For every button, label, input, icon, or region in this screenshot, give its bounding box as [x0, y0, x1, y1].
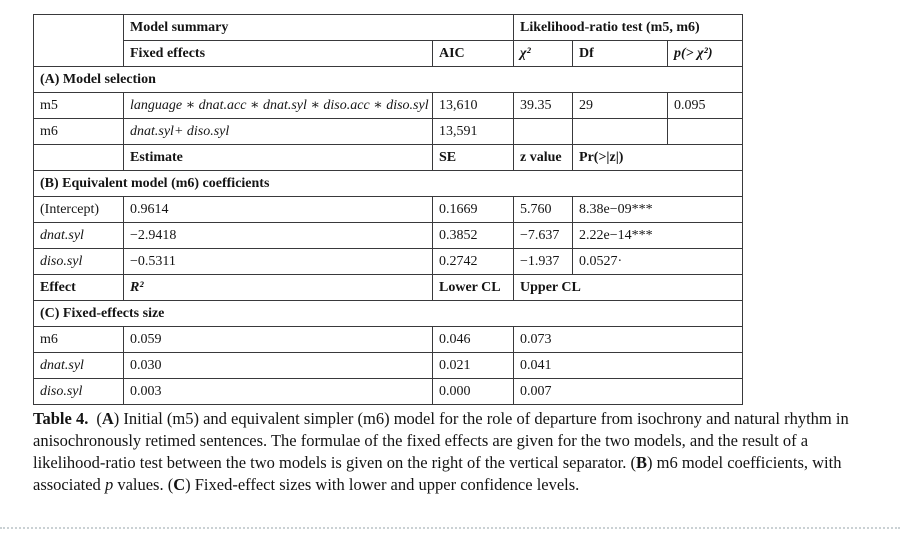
header-fixed-effects: Fixed effects [123, 40, 433, 67]
table-header-row-2: Fixed effects AIC χ² Df p(> χ²) [34, 40, 744, 67]
data-cell-chi2: 39.35 [513, 92, 574, 119]
data-cell-lower-cl: 0.046 [431, 326, 515, 353]
caption-text: ) m6 model coefficients, with associated [33, 453, 842, 494]
table-row: dnat.syl −2.9418 0.3852 −7.637 2.22e−14*… [33, 222, 744, 249]
header-aic: AIC [431, 40, 515, 67]
header-likelihood-ratio-test: Likelihood-ratio test (m5, m6) [513, 14, 744, 41]
data-cell-r2: 0.059 [123, 326, 433, 353]
corner-cell [33, 14, 124, 67]
header-df: Df [572, 40, 669, 67]
data-cell-r2: 0.003 [123, 378, 433, 405]
table-header-row-1: Model summary Likelihood-ratio test (m5,… [33, 14, 744, 67]
table-row: (Intercept) 0.9614 0.1669 5.760 8.38e−09… [33, 196, 744, 223]
table-row: m6 0.059 0.046 0.073 [33, 326, 744, 353]
caption-text: ) Fixed-effect sizes with lower and uppe… [185, 475, 580, 494]
header-model-summary: Model summary [122, 14, 515, 41]
section-divider [0, 527, 900, 529]
results-table: Model summary Likelihood-ratio test (m5,… [32, 14, 744, 405]
header-chi-squared: χ² [513, 40, 574, 67]
corner-cell [33, 144, 124, 171]
table-row: diso.syl 0.003 0.000 0.007 [33, 378, 744, 405]
data-cell-aic: 13,591 [431, 118, 515, 145]
data-cell-z: −1.937 [513, 248, 574, 275]
header-z-value: z value [513, 144, 574, 171]
row-label: m6 [33, 118, 124, 145]
caption-bold-c: C [173, 475, 186, 494]
section-a-title: (A) Model selection [32, 66, 744, 93]
table-row: m6 dnat.syl+ diso.syl 13,591 [33, 118, 744, 145]
data-cell-upper-cl: 0.073 [513, 326, 744, 353]
header-lower-cl: Lower CL [431, 274, 515, 301]
data-cell-p: 8.38e−09*** [572, 196, 744, 223]
section-c-title: (C) Fixed-effects size [32, 300, 744, 327]
row-label: dnat.syl [33, 222, 124, 249]
data-cell-aic: 13,610 [431, 92, 515, 119]
row-label: diso.syl [33, 248, 124, 275]
data-cell-z: 5.760 [513, 196, 574, 223]
table-header-row-4: Effect R² Lower CL Upper CL [33, 274, 744, 301]
header-effect: Effect [33, 274, 124, 301]
row-label: m6 [33, 326, 124, 353]
data-cell-fixed-effects: dnat.syl+ diso.syl [123, 118, 433, 145]
row-label: m5 [33, 92, 124, 119]
header-p-chi-squared: p(> χ²) [667, 40, 744, 67]
data-cell-upper-cl: 0.007 [513, 378, 744, 405]
section-b-title-row: (B) Equivalent model (m6) coefficients [32, 170, 744, 197]
data-cell-estimate: 0.9614 [123, 196, 433, 223]
table-caption: Table 4. (A) Initial (m5) and equivalent … [33, 408, 869, 496]
header-upper-cl: Upper CL [513, 274, 744, 301]
caption-bold-a: A [101, 409, 114, 428]
data-cell-z: −7.637 [513, 222, 574, 249]
table-row: diso.syl −0.5311 0.2742 −1.937 0.0527· [33, 248, 744, 275]
data-cell-estimate: −0.5311 [123, 248, 433, 275]
section-c-title-row: (C) Fixed-effects size [32, 300, 744, 327]
data-cell-estimate: −2.9418 [123, 222, 433, 249]
data-cell-se: 0.1669 [431, 196, 515, 223]
caption-italic-p: p [104, 475, 114, 494]
row-label: diso.syl [33, 378, 124, 405]
data-cell-lower-cl: 0.000 [431, 378, 515, 405]
header-se: SE [431, 144, 515, 171]
data-cell-p [667, 118, 744, 145]
data-cell-chi2 [513, 118, 574, 145]
data-cell-upper-cl: 0.041 [513, 352, 744, 379]
row-label: dnat.syl [33, 352, 124, 379]
data-cell-se: 0.2742 [431, 248, 515, 275]
data-cell-p: 0.0527· [572, 248, 744, 275]
header-r-squared: R² [123, 274, 433, 301]
section-b-title: (B) Equivalent model (m6) coefficients [32, 170, 744, 197]
caption-bold-b: B [636, 453, 648, 472]
table-row: dnat.syl 0.030 0.021 0.041 [33, 352, 744, 379]
data-cell-p: 2.22e−14*** [572, 222, 744, 249]
data-cell-r2: 0.030 [123, 352, 433, 379]
caption-table-number: Table 4. [33, 409, 89, 428]
data-cell-fixed-effects: language ∗ dnat.acc ∗ dnat.syl ∗ diso.ac… [123, 92, 433, 119]
data-cell-se: 0.3852 [431, 222, 515, 249]
data-cell-p: 0.095 [667, 92, 744, 119]
data-cell-df [572, 118, 669, 145]
header-estimate: Estimate [123, 144, 433, 171]
caption-text: ( [96, 409, 102, 428]
header-pr-z: Pr(>|z|) [572, 144, 744, 171]
data-cell-lower-cl: 0.021 [431, 352, 515, 379]
table-header-row-3: Estimate SE z value Pr(>|z|) [33, 144, 744, 171]
caption-text: ) Initial (m5) and equivalent simpler (m… [33, 409, 849, 472]
data-cell-df: 29 [572, 92, 669, 119]
table-row: m5 language ∗ dnat.acc ∗ dnat.syl ∗ diso… [33, 92, 744, 119]
caption-text: values. ( [113, 475, 174, 494]
section-a-title-row: (A) Model selection [32, 66, 744, 93]
row-label: (Intercept) [33, 196, 124, 223]
